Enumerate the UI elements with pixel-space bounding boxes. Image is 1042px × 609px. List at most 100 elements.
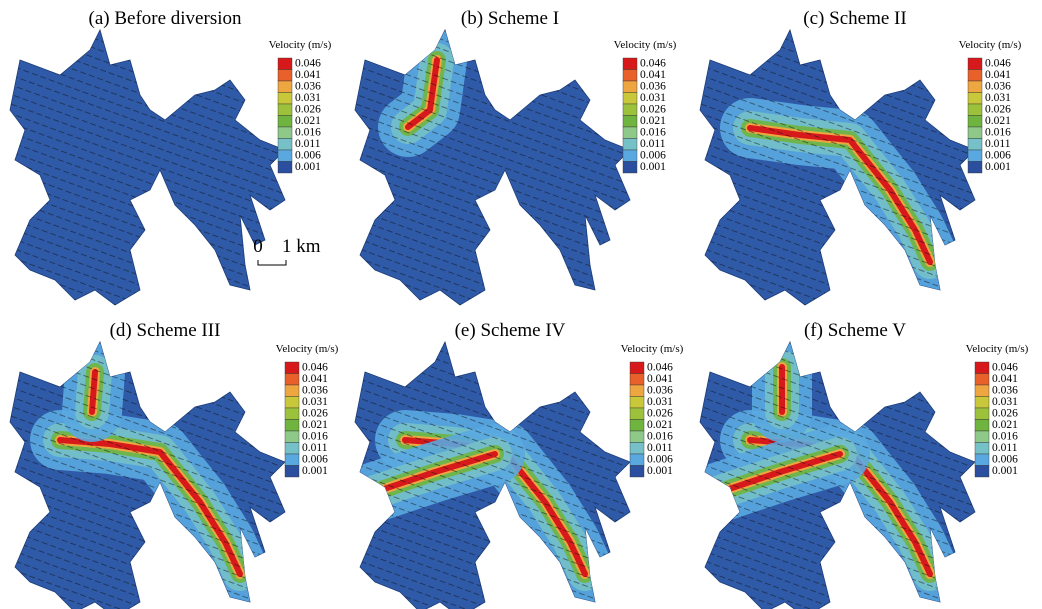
legend-title: Velocity (m/s) <box>621 343 684 355</box>
legend-label: 0.021 <box>985 115 1011 127</box>
legend-title: Velocity (m/s) <box>614 39 677 51</box>
legend-label: 0.041 <box>992 373 1018 385</box>
legend-label: 0.031 <box>992 396 1018 408</box>
legend-label: 0.036 <box>992 385 1018 397</box>
legend-swatch <box>623 93 637 105</box>
legend-swatch <box>278 70 292 82</box>
legend-label: 0.016 <box>295 127 321 139</box>
legend-swatch <box>623 116 637 128</box>
legend-label: 0.016 <box>647 431 673 443</box>
legend-swatch <box>975 454 989 466</box>
legend-label: 0.021 <box>640 115 666 127</box>
legend-swatch <box>623 81 637 93</box>
legend-label: 0.011 <box>302 442 328 454</box>
legend-swatch <box>968 150 982 162</box>
legend-swatch <box>630 454 644 466</box>
legend-label: 0.041 <box>295 69 321 81</box>
legend-label: 0.011 <box>985 138 1011 150</box>
legend-label: 0.011 <box>647 442 673 454</box>
panel-title: (e) Scheme IV <box>455 320 566 341</box>
scale-bar <box>258 260 286 265</box>
legend-swatch <box>630 466 644 478</box>
legend-swatch <box>285 466 299 478</box>
legend-title: Velocity (m/s) <box>269 39 332 51</box>
velocity-vectors <box>700 30 975 305</box>
legend-label: 0.046 <box>302 362 328 374</box>
legend-swatch <box>278 150 292 162</box>
legend-label: 0.046 <box>992 362 1018 374</box>
legend-swatch <box>623 104 637 116</box>
legend-swatch <box>285 362 299 374</box>
legend-swatch <box>975 420 989 432</box>
legend-label: 0.031 <box>647 396 673 408</box>
panel-title: (b) Scheme I <box>461 8 559 29</box>
legend-label: 0.036 <box>647 385 673 397</box>
legend-swatch <box>623 127 637 139</box>
legend-label: 0.046 <box>295 58 321 70</box>
legend-swatch <box>968 70 982 82</box>
legend-swatch <box>285 454 299 466</box>
legend-swatch <box>975 397 989 409</box>
legend-swatch <box>630 374 644 386</box>
scale-end: 1 km <box>282 236 321 257</box>
legend-label: 0.036 <box>985 81 1011 93</box>
scale-start: 0 <box>253 236 263 257</box>
velocity-vectors <box>355 342 630 609</box>
legend-swatch <box>968 162 982 174</box>
legend-swatch <box>968 127 982 139</box>
legend-swatch <box>975 374 989 386</box>
legend-swatch <box>285 397 299 409</box>
legend-label: 0.021 <box>302 419 328 431</box>
legend-label: 0.041 <box>647 373 673 385</box>
legend-label: 0.031 <box>295 92 321 104</box>
figure: (a) Before diversionVelocity (m/s)0.0460… <box>0 0 1042 609</box>
legend-label: 0.031 <box>302 396 328 408</box>
legend-label: 0.021 <box>647 419 673 431</box>
legend-label: 0.036 <box>295 81 321 93</box>
legend-swatch <box>623 139 637 151</box>
legend-swatch <box>968 139 982 151</box>
legend-swatch <box>285 443 299 455</box>
legend-label: 0.021 <box>992 419 1018 431</box>
legend-swatch <box>630 408 644 420</box>
legend-title: Velocity (m/s) <box>276 343 339 355</box>
legend-swatch <box>975 408 989 420</box>
panel-title: (d) Scheme III <box>110 320 221 341</box>
legend-swatch <box>968 93 982 105</box>
legend-swatch <box>975 443 989 455</box>
velocity-vectors <box>10 30 285 305</box>
legend-label: 0.036 <box>640 81 666 93</box>
legend-label: 0.006 <box>640 150 666 162</box>
legend-swatch <box>278 93 292 105</box>
legend-label: 0.016 <box>985 127 1011 139</box>
legend-label: 0.006 <box>992 454 1018 466</box>
legend-swatch <box>975 385 989 397</box>
legend-label: 0.026 <box>302 408 328 420</box>
legend-label: 0.026 <box>640 104 666 116</box>
legend-swatch <box>968 104 982 116</box>
legend-label: 0.041 <box>302 373 328 385</box>
legend-swatch <box>975 431 989 443</box>
legend-label: 0.016 <box>302 431 328 443</box>
legend-label: 0.016 <box>992 431 1018 443</box>
legend-label: 0.026 <box>295 104 321 116</box>
legend-label: 0.001 <box>992 465 1018 477</box>
velocity-vectors <box>700 342 975 609</box>
legend-swatch <box>975 362 989 374</box>
legend-swatch <box>968 81 982 93</box>
legend-label: 0.046 <box>640 58 666 70</box>
legend-label: 0.011 <box>640 138 666 150</box>
legend-swatch <box>285 408 299 420</box>
legend-label: 0.001 <box>302 465 328 477</box>
legend-label: 0.006 <box>295 150 321 162</box>
legend-label: 0.036 <box>302 385 328 397</box>
legend-label: 0.001 <box>295 161 321 173</box>
legend-label: 0.026 <box>992 408 1018 420</box>
legend-label: 0.001 <box>647 465 673 477</box>
panel-title: (f) Scheme V <box>804 320 906 341</box>
